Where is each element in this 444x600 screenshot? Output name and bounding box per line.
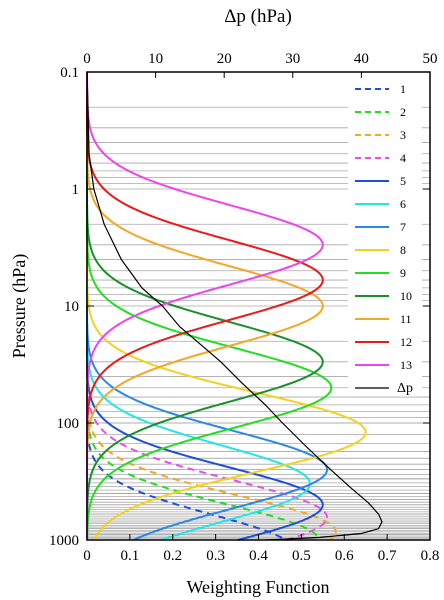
legend-label: 1 bbox=[400, 82, 406, 96]
y-tick-label: 100 bbox=[57, 416, 80, 432]
legend-label: 2 bbox=[400, 105, 406, 119]
x2-tick-label: 30 bbox=[285, 51, 300, 67]
legend-label: 5 bbox=[400, 174, 406, 188]
legend-label: 3 bbox=[400, 128, 406, 142]
x-tick-label: 0 bbox=[83, 548, 91, 564]
legend-label: 8 bbox=[400, 243, 406, 257]
x2-tick-label: 0 bbox=[83, 51, 91, 67]
x-axis-label: Weighting Function bbox=[186, 577, 329, 597]
y-tick-label: 10 bbox=[64, 299, 79, 315]
legend-label: 4 bbox=[400, 151, 406, 165]
y-tick-label: 1000 bbox=[49, 533, 79, 549]
y-tick-label: 0.1 bbox=[60, 65, 79, 81]
x2-tick-label: 40 bbox=[354, 51, 369, 67]
legend-label: 12 bbox=[400, 335, 412, 349]
x-tick-label: 0.3 bbox=[206, 548, 225, 564]
x2-tick-label: 20 bbox=[217, 51, 232, 67]
x-tick-label: 0.7 bbox=[378, 548, 397, 564]
legend-label: 10 bbox=[400, 289, 412, 303]
x2-tick-label: 50 bbox=[423, 51, 438, 67]
y-tick-label: 1 bbox=[72, 182, 80, 198]
x-tick-label: 0.2 bbox=[163, 548, 182, 564]
x-tick-label: 0.5 bbox=[292, 548, 311, 564]
y-axis-label: Pressure (hPa) bbox=[9, 254, 30, 358]
legend-label: 11 bbox=[400, 312, 412, 326]
x-tick-label: 0.6 bbox=[335, 548, 354, 564]
x2-axis-label: Δp (hPa) bbox=[224, 6, 292, 27]
legend-label: 9 bbox=[400, 266, 406, 280]
legend-label: 13 bbox=[400, 358, 412, 372]
x-tick-label: 0.1 bbox=[121, 548, 140, 564]
x2-tick-label: 10 bbox=[148, 51, 163, 67]
x-tick-label: 0.8 bbox=[421, 548, 440, 564]
axis-ticks: 0 0.1 0.2 0.3 0.4 0.5 0.6 0.7 0.80 10 20 30 40 500.11… bbox=[49, 51, 439, 564]
legend-label: 7 bbox=[400, 220, 406, 234]
series-line bbox=[86, 71, 383, 541]
x-tick-label: 0.4 bbox=[249, 548, 268, 564]
legend-label: 6 bbox=[400, 197, 406, 211]
legend-label: Δp bbox=[397, 381, 413, 396]
